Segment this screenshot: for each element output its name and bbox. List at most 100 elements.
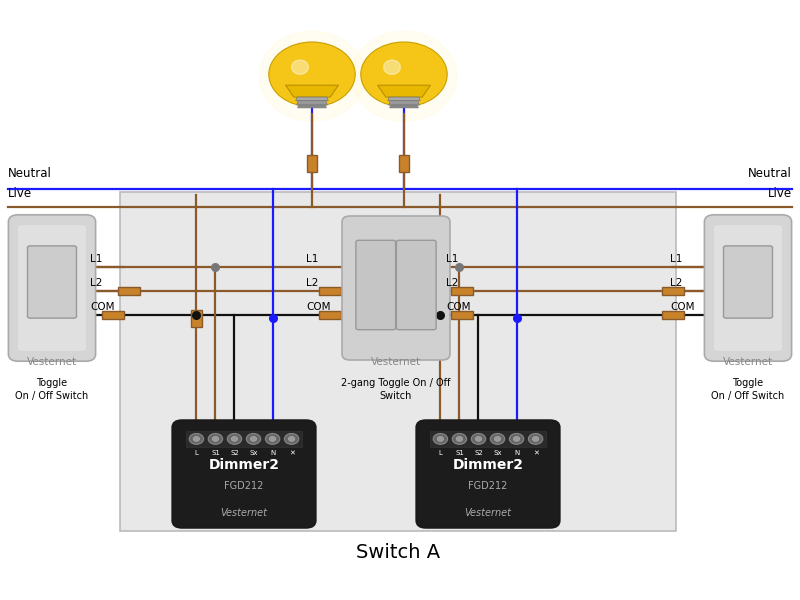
Polygon shape (297, 101, 327, 105)
Text: N: N (270, 450, 275, 457)
Text: L1: L1 (90, 254, 102, 264)
Circle shape (189, 433, 203, 444)
Circle shape (212, 437, 218, 442)
Text: Sx: Sx (250, 450, 258, 457)
Circle shape (456, 437, 462, 442)
FancyBboxPatch shape (435, 310, 446, 327)
Text: Live: Live (768, 187, 792, 200)
Circle shape (288, 437, 294, 442)
FancyBboxPatch shape (18, 225, 86, 351)
FancyBboxPatch shape (118, 287, 140, 295)
FancyBboxPatch shape (342, 216, 450, 360)
FancyBboxPatch shape (430, 431, 546, 448)
Circle shape (510, 433, 524, 444)
Text: S2: S2 (230, 450, 239, 457)
Text: Dimmer2: Dimmer2 (209, 458, 279, 472)
FancyBboxPatch shape (705, 215, 792, 361)
Polygon shape (286, 85, 338, 97)
Circle shape (434, 433, 448, 444)
Circle shape (269, 42, 355, 107)
Text: N: N (514, 450, 519, 457)
FancyBboxPatch shape (318, 287, 341, 295)
Circle shape (361, 42, 447, 107)
FancyBboxPatch shape (451, 287, 474, 295)
Circle shape (208, 433, 222, 444)
Ellipse shape (259, 31, 365, 121)
Circle shape (494, 437, 501, 442)
FancyBboxPatch shape (356, 240, 396, 329)
FancyBboxPatch shape (27, 246, 77, 318)
Ellipse shape (384, 60, 400, 74)
FancyBboxPatch shape (396, 240, 436, 329)
FancyBboxPatch shape (186, 431, 302, 448)
Text: Vesternet: Vesternet (27, 357, 77, 367)
Text: Switch A: Switch A (356, 543, 440, 562)
Ellipse shape (292, 60, 308, 74)
Text: Sx: Sx (494, 450, 502, 457)
Circle shape (528, 433, 543, 444)
Text: L1: L1 (670, 254, 682, 264)
Text: COM: COM (90, 302, 114, 312)
FancyBboxPatch shape (416, 420, 560, 528)
FancyBboxPatch shape (662, 311, 684, 319)
Text: FGD212: FGD212 (224, 481, 264, 491)
Text: COM: COM (670, 302, 694, 312)
Text: ✕: ✕ (533, 450, 538, 457)
FancyBboxPatch shape (451, 311, 474, 319)
FancyBboxPatch shape (172, 420, 315, 528)
Circle shape (270, 437, 276, 442)
Circle shape (471, 433, 486, 444)
Text: Vesternet: Vesternet (723, 357, 773, 367)
Circle shape (475, 437, 482, 442)
Text: Toggle
On / Off Switch: Toggle On / Off Switch (711, 378, 785, 401)
Text: L2: L2 (90, 278, 102, 288)
Text: COM: COM (306, 302, 330, 312)
Text: Vesternet: Vesternet (465, 508, 511, 518)
FancyBboxPatch shape (318, 311, 341, 319)
Ellipse shape (351, 31, 457, 121)
Polygon shape (296, 97, 328, 101)
Circle shape (246, 433, 261, 444)
Text: FGD212: FGD212 (468, 481, 508, 491)
Circle shape (266, 433, 280, 444)
Circle shape (194, 437, 199, 442)
Circle shape (452, 433, 466, 444)
FancyBboxPatch shape (723, 246, 773, 318)
Text: Neutral: Neutral (8, 167, 52, 180)
Circle shape (285, 433, 298, 444)
Text: ✕: ✕ (289, 450, 294, 457)
Text: S2: S2 (474, 450, 483, 457)
Polygon shape (390, 105, 418, 108)
Text: L2: L2 (446, 278, 458, 288)
Text: 2-gang Toggle On / Off
Switch: 2-gang Toggle On / Off Switch (342, 378, 450, 401)
Text: L2: L2 (306, 278, 318, 288)
Text: Neutral: Neutral (748, 167, 792, 180)
Text: L1: L1 (446, 254, 458, 264)
Text: L: L (438, 450, 442, 457)
Circle shape (533, 437, 539, 442)
FancyBboxPatch shape (307, 155, 317, 172)
Circle shape (250, 437, 257, 442)
Text: Toggle
On / Off Switch: Toggle On / Off Switch (15, 378, 89, 401)
FancyBboxPatch shape (398, 155, 409, 172)
Text: Vesternet: Vesternet (371, 357, 421, 367)
Text: L: L (194, 450, 198, 457)
Text: Live: Live (8, 187, 32, 200)
Circle shape (514, 437, 520, 442)
Circle shape (437, 437, 443, 442)
Polygon shape (378, 85, 430, 97)
FancyBboxPatch shape (662, 287, 684, 295)
Text: L1: L1 (306, 254, 318, 264)
Circle shape (231, 437, 238, 442)
FancyBboxPatch shape (714, 225, 782, 351)
Text: L2: L2 (670, 278, 682, 288)
Polygon shape (388, 97, 420, 101)
Text: Vesternet: Vesternet (221, 508, 267, 518)
FancyBboxPatch shape (120, 192, 676, 531)
Text: S1: S1 (455, 450, 464, 457)
Polygon shape (298, 105, 326, 108)
FancyBboxPatch shape (102, 311, 124, 319)
Circle shape (490, 433, 505, 444)
Polygon shape (389, 101, 419, 105)
FancyBboxPatch shape (8, 215, 96, 361)
